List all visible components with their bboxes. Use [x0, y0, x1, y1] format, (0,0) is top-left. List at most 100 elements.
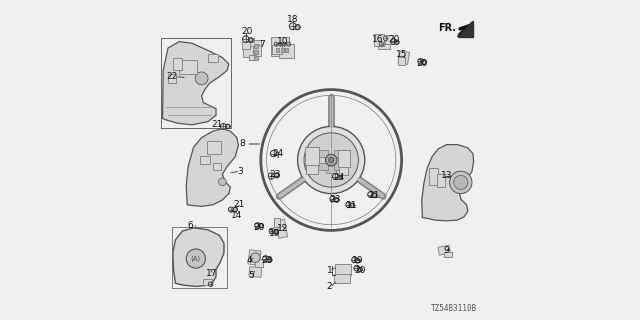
- Text: 18: 18: [287, 15, 298, 24]
- Bar: [254, 50, 258, 54]
- Circle shape: [418, 59, 424, 64]
- Bar: [385, 35, 393, 44]
- Text: 21: 21: [211, 120, 223, 129]
- Polygon shape: [458, 21, 473, 37]
- Bar: [243, 42, 250, 49]
- Circle shape: [271, 150, 277, 157]
- Circle shape: [282, 42, 287, 46]
- PathPatch shape: [186, 129, 239, 206]
- Bar: [285, 48, 288, 52]
- Circle shape: [250, 253, 260, 262]
- Text: 21: 21: [368, 191, 380, 200]
- Text: 7: 7: [259, 40, 264, 49]
- Bar: [326, 166, 336, 173]
- Text: FR.: FR.: [438, 23, 456, 33]
- Text: 9: 9: [444, 246, 449, 255]
- Text: 23: 23: [262, 256, 273, 265]
- Bar: [173, 58, 182, 69]
- Circle shape: [226, 124, 230, 129]
- Circle shape: [383, 36, 388, 41]
- Circle shape: [219, 178, 227, 186]
- Text: 23: 23: [330, 196, 341, 204]
- Circle shape: [354, 265, 360, 271]
- Bar: [271, 37, 289, 56]
- Circle shape: [269, 228, 275, 234]
- Bar: [334, 150, 344, 157]
- Bar: [437, 174, 445, 187]
- Circle shape: [278, 42, 282, 46]
- Circle shape: [350, 203, 355, 208]
- Circle shape: [228, 207, 234, 212]
- Circle shape: [248, 38, 253, 42]
- Bar: [272, 45, 282, 54]
- Text: 4: 4: [246, 256, 252, 265]
- Bar: [254, 56, 258, 60]
- Circle shape: [274, 230, 278, 234]
- Circle shape: [329, 157, 334, 163]
- Text: 14: 14: [231, 211, 243, 220]
- Bar: [276, 219, 287, 238]
- Bar: [335, 264, 351, 275]
- Bar: [248, 250, 261, 266]
- Bar: [207, 141, 221, 154]
- Text: 20: 20: [355, 266, 365, 275]
- PathPatch shape: [173, 228, 224, 286]
- Bar: [339, 167, 348, 175]
- Bar: [334, 274, 349, 283]
- Circle shape: [394, 40, 399, 44]
- Text: 20: 20: [241, 28, 253, 36]
- Circle shape: [449, 171, 472, 194]
- Circle shape: [346, 202, 352, 208]
- Bar: [429, 168, 438, 185]
- Circle shape: [304, 133, 358, 187]
- Polygon shape: [458, 21, 473, 37]
- Circle shape: [186, 249, 205, 268]
- Text: 6: 6: [188, 221, 193, 230]
- Circle shape: [326, 154, 337, 166]
- Circle shape: [263, 256, 269, 261]
- Text: 23: 23: [269, 170, 280, 179]
- Circle shape: [454, 175, 468, 189]
- Text: 10: 10: [278, 37, 289, 46]
- Bar: [398, 51, 410, 64]
- Bar: [305, 147, 319, 166]
- Text: 11: 11: [346, 201, 358, 210]
- Circle shape: [422, 60, 426, 65]
- Bar: [334, 163, 344, 170]
- Bar: [279, 44, 294, 58]
- Bar: [276, 48, 279, 52]
- PathPatch shape: [422, 145, 474, 221]
- Text: 3: 3: [237, 167, 243, 176]
- Circle shape: [220, 124, 227, 129]
- Text: 20: 20: [253, 223, 265, 232]
- Circle shape: [287, 42, 291, 46]
- Circle shape: [233, 207, 237, 212]
- Text: 20: 20: [416, 60, 428, 68]
- Circle shape: [356, 259, 360, 263]
- Bar: [438, 245, 451, 255]
- Circle shape: [330, 196, 336, 202]
- Bar: [254, 44, 258, 48]
- Bar: [307, 165, 317, 174]
- Text: 19: 19: [352, 256, 364, 265]
- Bar: [213, 163, 221, 170]
- Circle shape: [268, 173, 275, 179]
- Circle shape: [289, 23, 296, 30]
- Text: 24: 24: [333, 173, 345, 182]
- Text: 8: 8: [239, 140, 245, 148]
- Text: 13: 13: [441, 172, 452, 180]
- Text: 17: 17: [206, 269, 218, 278]
- Circle shape: [298, 126, 365, 194]
- Circle shape: [255, 223, 260, 228]
- Bar: [255, 259, 263, 267]
- Text: TZ54B3110B: TZ54B3110B: [431, 304, 477, 313]
- Circle shape: [268, 258, 272, 262]
- Bar: [338, 150, 351, 167]
- Circle shape: [390, 39, 397, 44]
- Bar: [248, 37, 254, 42]
- Bar: [444, 252, 452, 257]
- Bar: [168, 74, 176, 83]
- Circle shape: [333, 174, 339, 180]
- Bar: [249, 55, 256, 60]
- Circle shape: [195, 72, 208, 85]
